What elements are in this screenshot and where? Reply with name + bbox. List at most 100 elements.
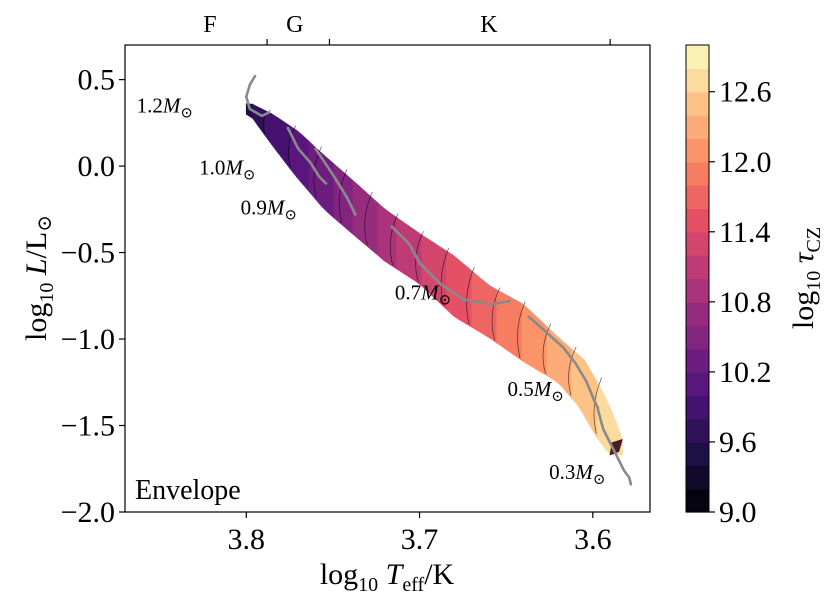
colorbar-level	[686, 231, 709, 256]
colorbar-level	[686, 185, 709, 210]
band-contour-line	[338, 169, 348, 224]
mass-label-0.3: 0.3M⊙	[549, 460, 605, 488]
band-segment	[490, 285, 498, 344]
band-contour-line	[364, 191, 373, 245]
mass-label-1.0: 1.0M⊙	[199, 156, 255, 184]
mass-label-0.9: 0.9M⊙	[241, 196, 297, 224]
colorbar-level	[686, 255, 709, 280]
track-1.2-msun	[245, 74, 271, 118]
band-segment	[578, 353, 586, 418]
colorbar-level	[686, 418, 709, 443]
band-segment	[483, 280, 492, 340]
band-segment	[603, 393, 611, 456]
x-tick-label: 3.7	[401, 523, 439, 556]
y-tick-label: −2.0	[61, 496, 115, 529]
band-segment	[458, 259, 467, 325]
plot-area	[245, 74, 633, 486]
y-tick-label: 0.5	[78, 64, 116, 97]
band-segment	[358, 185, 366, 246]
band-segment	[252, 103, 260, 128]
band-segment	[402, 221, 410, 278]
colorbar-tick-label: 10.8	[719, 286, 772, 319]
plot-frame	[124, 44, 651, 513]
colorbar-tick-label: 9.6	[719, 426, 757, 459]
colorbar-level	[686, 301, 709, 326]
colorbar-frame	[685, 44, 710, 513]
colorbar-level	[686, 138, 709, 163]
colorbar-level	[686, 115, 709, 139]
mass-labels: 1.2M⊙ 1.0M⊙ 0.9M⊙ 0.7M⊙ 0.5M⊙ 0.3M⊙	[137, 93, 606, 488]
band-contour-line	[313, 146, 322, 198]
colorbar-level	[686, 68, 709, 93]
colorbar-tick-label: 10.2	[719, 356, 772, 389]
colorbar-tick-label: 9.0	[719, 496, 757, 529]
band-segment	[377, 202, 385, 262]
band-segment	[371, 196, 379, 257]
colorbar-ticks: 9.0 9.6 10.2 10.8 11.4 12.0 12.6	[709, 76, 772, 529]
y-tick-label: −0.5	[61, 237, 115, 270]
colorbar-title: log10 τCZ	[787, 227, 825, 329]
spectral-type-label: F	[203, 12, 216, 38]
band-contour-line	[287, 125, 297, 168]
evolution-tracks	[245, 74, 633, 486]
band-segment	[477, 275, 485, 336]
band-segment	[509, 296, 517, 357]
band-segment	[270, 112, 279, 154]
band-contour-line	[568, 346, 577, 396]
band-segment	[452, 254, 460, 321]
colorbar-level	[686, 45, 709, 69]
band-contour-line	[466, 267, 475, 325]
x-axis-title: log10 Teff/K	[320, 558, 455, 596]
colorbar-tick-label: 11.4	[719, 216, 770, 249]
colorbar-level	[686, 208, 709, 233]
colorbar-level	[686, 161, 709, 186]
band-segment	[396, 216, 404, 274]
band-segment	[333, 163, 341, 225]
colorbar-level	[686, 488, 709, 513]
colorbar-tick-label: 12.0	[719, 146, 772, 179]
track-0.9-msun	[314, 147, 357, 216]
band-segment	[383, 207, 391, 266]
band-contour-line	[593, 377, 603, 434]
tau-cz-band	[245, 103, 623, 456]
band-contour-line	[542, 323, 552, 374]
band-segment	[521, 302, 529, 366]
band-contour-line	[389, 213, 399, 266]
y-tick-label: −1.0	[61, 323, 115, 356]
mass-label-1.2: 1.2M⊙	[137, 93, 193, 121]
spectral-type-label: K	[480, 12, 498, 38]
colorbar-tick-label: 12.6	[719, 76, 772, 109]
x-tick-label: 3.8	[228, 523, 266, 556]
mass-label-0.5: 0.5M⊙	[507, 377, 563, 405]
mass-label-0.7: 0.7M⊙	[395, 280, 451, 308]
colorbar-level	[686, 465, 709, 490]
band-contour-line	[491, 287, 501, 341]
colorbar-level	[686, 371, 709, 396]
colorbar-level	[686, 441, 709, 466]
band-contour-line	[517, 301, 526, 358]
band-segment	[465, 264, 473, 328]
band-segment	[496, 289, 504, 349]
band-segment	[295, 129, 304, 186]
colorbar-level	[686, 348, 709, 373]
track-1.0-msun	[286, 126, 328, 185]
band-segment	[584, 359, 592, 429]
colorbar-level	[686, 278, 709, 303]
spectral-type-label: G	[286, 12, 303, 38]
band-segment	[302, 134, 310, 193]
y-axis-title: log10 L/L⊙	[20, 215, 58, 341]
y-tick-label: −1.5	[61, 410, 115, 443]
colorbar-level	[686, 91, 709, 116]
band-segment	[571, 348, 579, 407]
x-tick-label: 3.6	[574, 523, 612, 556]
colorbar-level	[686, 395, 709, 420]
y-axis-ticks: 0.5 0.0 −0.5 −1.0 −1.5 −2.0	[61, 64, 125, 529]
track-0.7-msun	[390, 225, 511, 306]
track-0.5-msun	[527, 315, 600, 410]
band-segment	[277, 116, 285, 162]
y-tick-label: 0.0	[78, 150, 116, 183]
band-contour-line	[440, 247, 450, 305]
colorbar	[686, 45, 709, 513]
